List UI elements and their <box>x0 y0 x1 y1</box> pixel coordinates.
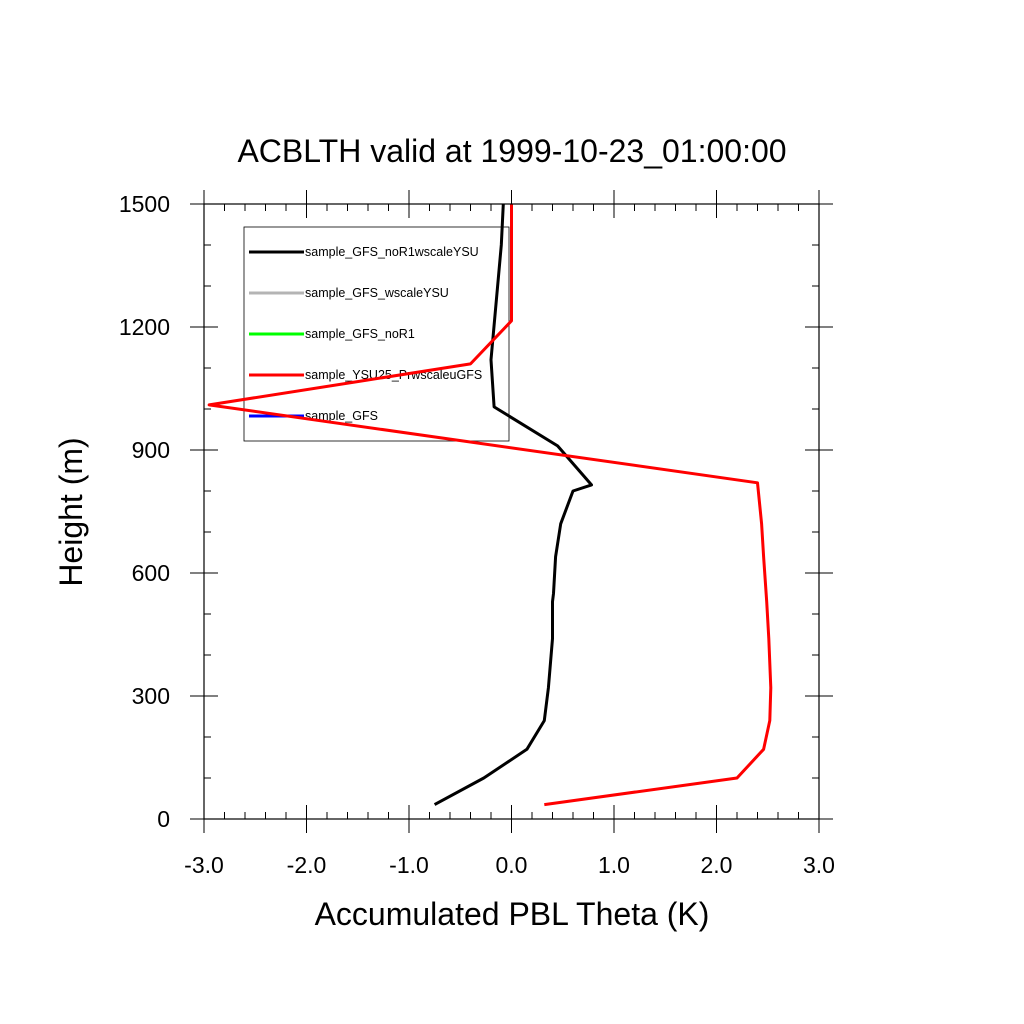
x-axis-label: Accumulated PBL Theta (K) <box>315 896 710 932</box>
x-tick-label: 3.0 <box>803 852 835 878</box>
x-tick-label: 2.0 <box>701 852 733 878</box>
legend-entry: sample_GFS <box>305 409 378 423</box>
x-tick-label: -2.0 <box>287 852 327 878</box>
chart-title: ACBLTH valid at 1999-10-23_01:00:00 <box>237 133 786 169</box>
y-tick-label: 1500 <box>119 191 170 217</box>
legend-entry: sample_GFS_noR1 <box>305 327 415 341</box>
y-axis-label: Height (m) <box>53 437 89 586</box>
x-tick-label: 1.0 <box>598 852 630 878</box>
legend-frame <box>243 226 510 442</box>
series-line <box>433 203 593 806</box>
x-tick-label: 0.0 <box>496 852 528 878</box>
legend-entry: sample_GFS_noR1wscaleYSU <box>305 245 479 259</box>
legend-entry: sample_GFS_wscaleYSU <box>305 286 449 300</box>
y-tick-label: 300 <box>132 683 170 709</box>
y-tick-label: 0 <box>157 806 170 832</box>
plot-frame <box>203 203 820 820</box>
series-lines <box>207 203 773 807</box>
x-tick-label: -3.0 <box>184 852 224 878</box>
legend: sample_GFS_noR1wscaleYSU sample_GFS_wscal… <box>243 226 510 442</box>
y-tick-label: 900 <box>132 437 170 463</box>
y-tick-label: 600 <box>132 560 170 586</box>
series-line <box>207 204 773 807</box>
x-tick-label: -1.0 <box>389 852 429 878</box>
tick-labels: -3.0 -2.0 -1.0 0.0 1.0 2.0 3.0 0 300 600 900 1200 15… <box>119 191 835 878</box>
y-tick-label: 1200 <box>119 314 170 340</box>
